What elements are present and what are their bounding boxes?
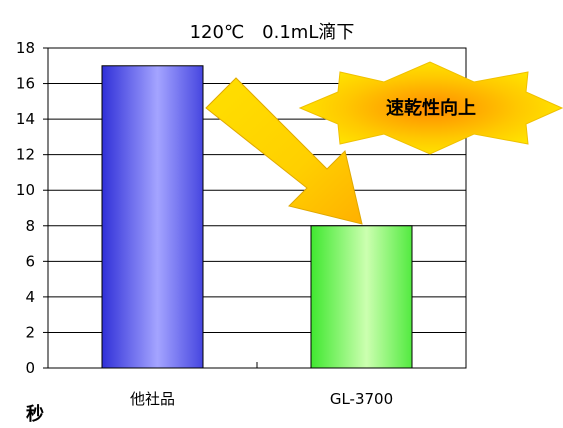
x-category-label: GL-3700 [330,390,393,408]
bar-1 [310,225,413,369]
y-axis-unit-label: 秒 [26,403,44,425]
chart-title: 120℃ 0.1mL滴下 [190,22,355,43]
axes [43,47,467,369]
y-tick-label: 6 [25,252,35,270]
y-tick-label: 0 [25,359,35,377]
improvement-arrow [205,77,363,225]
speed-improvement-callout: 速乾性向上 [298,61,563,155]
tick-labels: 0 2 4 6 8 10 12 14 16 18 他社品 GL-3700 [16,39,393,408]
y-tick-label: 14 [16,110,35,128]
y-tick-label: 8 [25,217,35,235]
y-tick-label: 4 [25,288,35,306]
y-tick-label: 16 [16,75,35,93]
y-tick-label: 10 [16,181,35,199]
y-tick-label: 12 [16,146,35,164]
callout-text: 速乾性向上 [386,97,476,119]
x-category-label: 他社品 [130,390,175,408]
y-tick-label: 2 [25,323,35,341]
starburst-shape [298,61,563,155]
bars [101,65,413,369]
y-tick-label: 18 [16,39,35,57]
bar-0 [101,65,204,369]
